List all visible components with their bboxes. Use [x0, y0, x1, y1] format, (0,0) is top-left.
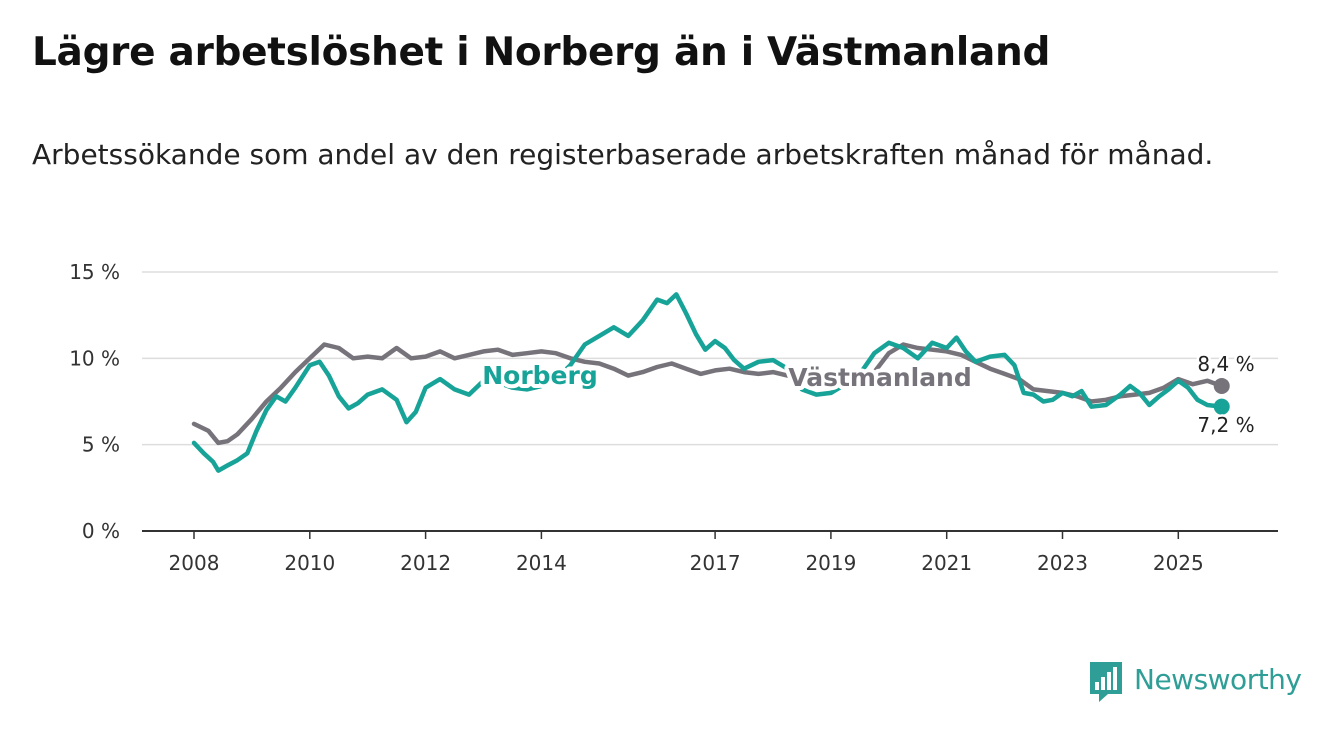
chart-subtitle: Arbetssökande som andel av den registerb… [32, 138, 1214, 171]
x-tick-label: 2023 [1037, 551, 1088, 575]
y-tick-label: 5 % [82, 433, 120, 457]
x-axis: 2008 2010 2012 2014 2017 2019 2021 2023 2025 [142, 530, 1278, 575]
x-tick-label: 2025 [1153, 551, 1204, 575]
logo-text: Newsworthy [1134, 662, 1302, 696]
series-labels: Västmanland Norberg 8,4 % 7,2 % [478, 350, 1257, 440]
end-value-label-norberg: 7,2 % [1197, 413, 1254, 437]
newsworthy-chat-chart-icon [1090, 662, 1122, 702]
series-label-västmanland: Västmanland [788, 363, 972, 392]
y-tick-label: 0 % [82, 519, 120, 543]
x-tick-label: 2012 [400, 551, 451, 575]
x-tick-label: 2021 [921, 551, 972, 575]
series-label-norberg: Norberg [482, 361, 598, 390]
series-lines [191, 292, 1230, 473]
x-tick-label: 2019 [805, 551, 856, 575]
x-tick-label: 2014 [516, 551, 567, 575]
x-tick-label: 2008 [169, 551, 220, 575]
line-chart: 0 %5 %10 %15 % 2008 2010 2012 2014 2017 2019 2… [69, 260, 1278, 575]
gridlines: 0 % 5 % 10 % 15 % [69, 260, 1278, 543]
series-end-dot-norberg [1213, 398, 1230, 415]
x-tick-label: 2010 [284, 551, 335, 575]
x-tick-label: 2017 [690, 551, 741, 575]
series-line-västmanland [191, 342, 1224, 446]
chart-title: Lägre arbetslöshet i Norberg än i Västma… [32, 30, 1051, 75]
end-value-label-västmanland: 8,4 % [1197, 352, 1254, 376]
y-tick-label: 10 % [69, 346, 120, 370]
series-line-norberg [191, 292, 1224, 473]
series-end-dot-västmanland [1213, 377, 1230, 394]
y-tick-label: 15 % [69, 260, 120, 284]
newsworthy-logo: Newsworthy [1088, 660, 1302, 704]
